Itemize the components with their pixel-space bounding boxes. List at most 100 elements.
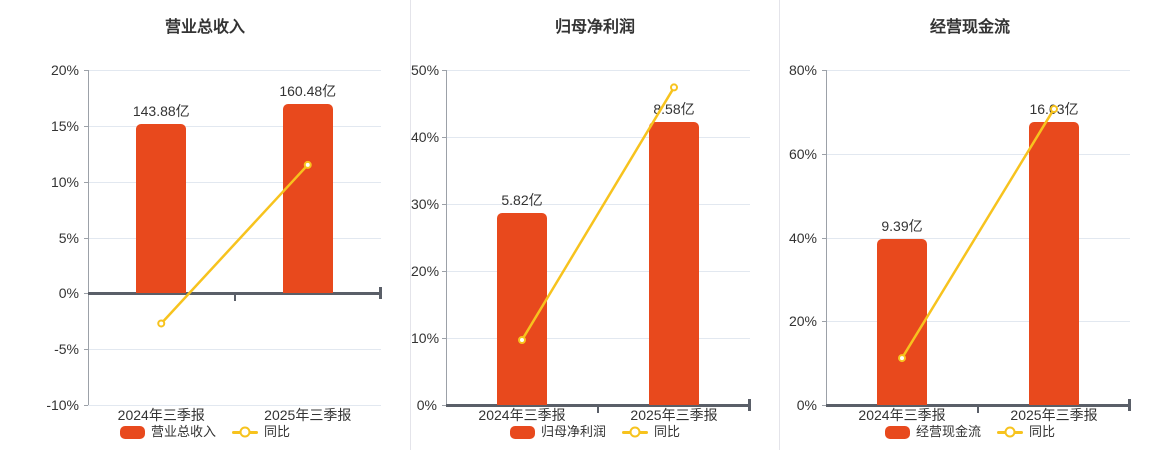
yoy-line — [160, 164, 309, 325]
chart-title: 归母净利润 — [554, 19, 635, 36]
y-axis-tick-label: 5% — [58, 230, 79, 246]
legend: 营业总收入 同比 — [0, 425, 410, 439]
y-axis-tick — [442, 137, 446, 138]
bar-2025[interactable] — [1029, 121, 1079, 405]
y-axis-tick-label: 20% — [50, 62, 79, 78]
bar-swatch-icon — [509, 425, 535, 439]
y-axis-tick — [822, 70, 826, 71]
bar-2025[interactable] — [282, 103, 333, 294]
category-boundary-tick — [233, 294, 236, 301]
legend-line-label: 同比 — [264, 424, 291, 439]
y-axis-tick-label: 50% — [411, 62, 440, 78]
x-axis-line — [826, 403, 1130, 407]
y-axis-tick — [84, 349, 88, 350]
y-axis-tick — [442, 204, 446, 205]
line-marker-icon — [622, 426, 648, 438]
x-axis-line — [88, 291, 381, 295]
y-axis-tick-label: 0% — [58, 285, 79, 301]
y-axis-tick-label: 0% — [796, 397, 817, 413]
gridline — [826, 70, 1130, 71]
legend-item-line-series[interactable]: 同比 — [232, 425, 290, 439]
gridline — [446, 137, 750, 138]
x-axis-category-label: 2025年三季报 — [1010, 407, 1098, 423]
line-marker-circle — [629, 426, 641, 438]
axis-end-cap — [1128, 399, 1131, 411]
x-axis-category-label: 2024年三季报 — [478, 407, 566, 423]
legend-item-line-series[interactable]: 同比 — [622, 425, 680, 439]
line-marker-icon — [232, 426, 258, 438]
y-axis-tick — [84, 70, 88, 71]
gridline — [826, 321, 1130, 322]
legend-item-bar-series[interactable]: 经营现金流 — [884, 424, 981, 439]
line-marker-circle — [1004, 426, 1016, 438]
y-axis-line — [88, 70, 89, 405]
y-axis-tick-label: 40% — [788, 230, 817, 246]
bar-value-label: 160.48亿 — [279, 82, 337, 99]
legend-bar-label: 营业总收入 — [150, 424, 216, 439]
y-axis-tick — [84, 293, 88, 294]
panel-net-profit: 归母净利润 50% 40% 30% 20% 10% 0% 5.82亿 2024年三季报 8.58亿… — [411, 0, 779, 450]
bar-value-label: 9.39亿 — [881, 217, 923, 234]
bar-2025[interactable] — [649, 121, 699, 405]
y-axis-tick-label: 30% — [411, 196, 440, 212]
yoy-line-chart — [157, 160, 312, 328]
y-axis-tick — [442, 405, 446, 406]
legend-item-bar-series[interactable]: 归母净利润 — [509, 425, 606, 439]
gridline — [826, 238, 1130, 239]
bar-2024[interactable] — [497, 212, 547, 405]
chart-title: 营业总收入 — [164, 19, 245, 36]
legend: 归母净利润 同比 — [411, 425, 779, 439]
y-axis-tick — [822, 321, 826, 322]
bar-swatch-icon — [884, 425, 910, 439]
gridline — [88, 182, 381, 183]
yoy-line — [900, 108, 1056, 359]
bar-swatch-icon — [119, 425, 145, 439]
y-axis-tick-label: 20% — [411, 263, 440, 279]
bar-2024[interactable] — [136, 123, 187, 294]
gridline — [446, 70, 750, 71]
x-axis-category-label: 2025年三季报 — [264, 407, 352, 423]
line-marker-2024[interactable] — [518, 336, 526, 345]
line-marker-icon — [997, 426, 1023, 438]
y-axis-tick-label: 10% — [411, 330, 440, 346]
gridline — [88, 405, 381, 406]
axis-end-cap — [379, 287, 382, 300]
legend-item-bar-series[interactable]: 营业总收入 — [119, 424, 216, 439]
panel-operating-revenue: 营业总收入 20% 15% 10% 5% 0% -5% -10% 143.88亿 2024年三季报… — [0, 0, 410, 450]
y-axis-tick — [442, 271, 446, 272]
line-marker-2024[interactable] — [157, 319, 166, 328]
category-boundary-tick — [597, 406, 599, 413]
gridline — [88, 70, 381, 71]
gridline — [88, 349, 381, 350]
line-marker-circle — [239, 426, 251, 438]
legend-line-label: 同比 — [1029, 424, 1056, 439]
y-axis-tick-label: 40% — [411, 129, 440, 145]
x-axis-line — [446, 403, 750, 407]
legend-bar-label: 经营现金流 — [915, 424, 981, 439]
line-marker-2025[interactable] — [303, 160, 312, 169]
gridline — [826, 154, 1130, 155]
y-axis-tick — [442, 70, 446, 71]
y-axis-tick-label: 80% — [788, 62, 817, 78]
gridline — [88, 126, 381, 127]
y-axis-tick — [84, 405, 88, 406]
y-axis-tick-label: -10% — [46, 397, 79, 413]
line-marker-2024[interactable] — [898, 354, 906, 363]
y-axis-tick-label: 15% — [50, 118, 79, 134]
y-axis-tick — [442, 338, 446, 339]
y-axis-tick-label: 10% — [50, 174, 79, 190]
gridline — [446, 338, 750, 339]
y-axis-tick — [84, 182, 88, 183]
y-axis-tick-label: -5% — [54, 341, 79, 357]
y-axis-tick — [84, 238, 88, 239]
line-marker-2025[interactable] — [1050, 104, 1058, 113]
axis-end-cap — [748, 399, 751, 411]
legend-item-line-series[interactable]: 同比 — [997, 425, 1055, 439]
yoy-line — [520, 86, 676, 341]
panel-operating-cash-flow: 经营现金流80%60%40%20%0%9.39亿2024年三季报16.03亿20… — [780, 0, 1160, 450]
gridline — [446, 271, 750, 272]
yoy-line-chart — [518, 83, 678, 345]
line-marker-2025[interactable] — [670, 83, 678, 92]
bar-2024[interactable] — [877, 238, 927, 405]
